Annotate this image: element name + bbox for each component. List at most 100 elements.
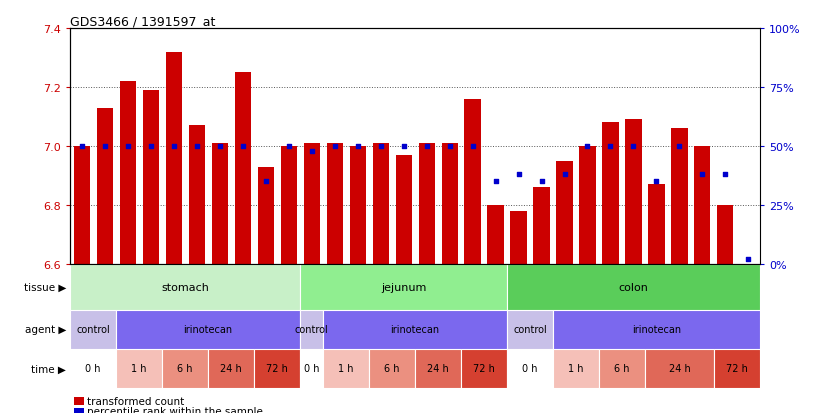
- Text: 1 h: 1 h: [131, 363, 147, 374]
- Bar: [507, 310, 553, 349]
- Bar: [718, 206, 733, 264]
- Text: transformed count: transformed count: [87, 396, 184, 406]
- Bar: [326, 144, 343, 264]
- Bar: [464, 100, 481, 264]
- Point: [695, 171, 709, 178]
- Bar: [553, 349, 599, 388]
- Point: [305, 148, 318, 154]
- Point: [98, 143, 112, 150]
- Bar: [97, 108, 112, 264]
- Point: [558, 171, 571, 178]
- Point: [374, 143, 387, 150]
- Bar: [487, 206, 504, 264]
- Text: 0 h: 0 h: [522, 363, 538, 374]
- Point: [466, 143, 479, 150]
- Point: [75, 143, 88, 150]
- Text: irinotecan: irinotecan: [632, 324, 681, 335]
- Bar: [349, 147, 366, 264]
- Bar: [143, 91, 159, 264]
- Bar: [534, 188, 549, 264]
- Bar: [281, 147, 297, 264]
- Bar: [714, 349, 760, 388]
- Bar: [188, 126, 205, 264]
- Point: [650, 179, 663, 185]
- Bar: [442, 144, 458, 264]
- Bar: [599, 349, 645, 388]
- Point: [282, 143, 295, 150]
- Text: 24 h: 24 h: [427, 363, 449, 374]
- Bar: [461, 349, 507, 388]
- Text: colon: colon: [619, 282, 648, 292]
- Text: irinotecan: irinotecan: [183, 324, 233, 335]
- Text: 1 h: 1 h: [339, 363, 354, 374]
- Point: [236, 143, 249, 150]
- Text: GDS3466 / 1391597_at: GDS3466 / 1391597_at: [70, 15, 216, 28]
- Text: control: control: [513, 324, 547, 335]
- Point: [328, 143, 341, 150]
- Point: [167, 143, 180, 150]
- Point: [535, 179, 548, 185]
- Bar: [580, 147, 596, 264]
- Bar: [695, 147, 710, 264]
- Point: [604, 143, 617, 150]
- Bar: [396, 155, 411, 264]
- Bar: [304, 144, 320, 264]
- Bar: [258, 167, 273, 264]
- Text: control: control: [76, 324, 110, 335]
- Text: time ▶: time ▶: [31, 363, 66, 374]
- Point: [489, 179, 502, 185]
- Text: 72 h: 72 h: [266, 363, 288, 374]
- Point: [213, 143, 226, 150]
- Bar: [510, 211, 526, 264]
- Bar: [507, 349, 553, 388]
- Bar: [70, 264, 300, 310]
- Bar: [211, 144, 228, 264]
- Bar: [323, 310, 507, 349]
- Text: control: control: [295, 324, 329, 335]
- Bar: [553, 310, 760, 349]
- Bar: [70, 310, 116, 349]
- Bar: [300, 310, 323, 349]
- Point: [443, 143, 456, 150]
- Point: [144, 143, 157, 150]
- Bar: [507, 264, 760, 310]
- Bar: [116, 310, 300, 349]
- Bar: [116, 349, 162, 388]
- Text: 6 h: 6 h: [615, 363, 629, 374]
- Text: 24 h: 24 h: [221, 363, 242, 374]
- Bar: [415, 349, 461, 388]
- Bar: [323, 349, 369, 388]
- Point: [351, 143, 364, 150]
- Bar: [672, 129, 687, 264]
- Bar: [166, 52, 182, 264]
- Bar: [645, 349, 714, 388]
- Bar: [208, 349, 254, 388]
- Text: jejunum: jejunum: [381, 282, 426, 292]
- Text: tissue ▶: tissue ▶: [24, 282, 66, 292]
- Point: [719, 171, 732, 178]
- Text: stomach: stomach: [161, 282, 209, 292]
- Text: 72 h: 72 h: [726, 363, 748, 374]
- Text: percentile rank within the sample: percentile rank within the sample: [87, 406, 263, 413]
- Bar: [369, 349, 415, 388]
- Bar: [557, 161, 572, 264]
- Text: irinotecan: irinotecan: [391, 324, 439, 335]
- Text: 6 h: 6 h: [178, 363, 193, 374]
- Point: [581, 143, 594, 150]
- Point: [397, 143, 411, 150]
- Bar: [300, 264, 507, 310]
- Bar: [625, 120, 642, 264]
- Bar: [74, 147, 90, 264]
- Point: [673, 143, 686, 150]
- Text: 72 h: 72 h: [473, 363, 495, 374]
- Point: [512, 171, 525, 178]
- Point: [627, 143, 640, 150]
- Text: 0 h: 0 h: [304, 363, 320, 374]
- Bar: [254, 349, 300, 388]
- Text: agent ▶: agent ▶: [25, 324, 66, 335]
- Text: 6 h: 6 h: [384, 363, 400, 374]
- Point: [742, 256, 755, 263]
- Point: [190, 143, 203, 150]
- Bar: [648, 185, 664, 264]
- Bar: [300, 349, 323, 388]
